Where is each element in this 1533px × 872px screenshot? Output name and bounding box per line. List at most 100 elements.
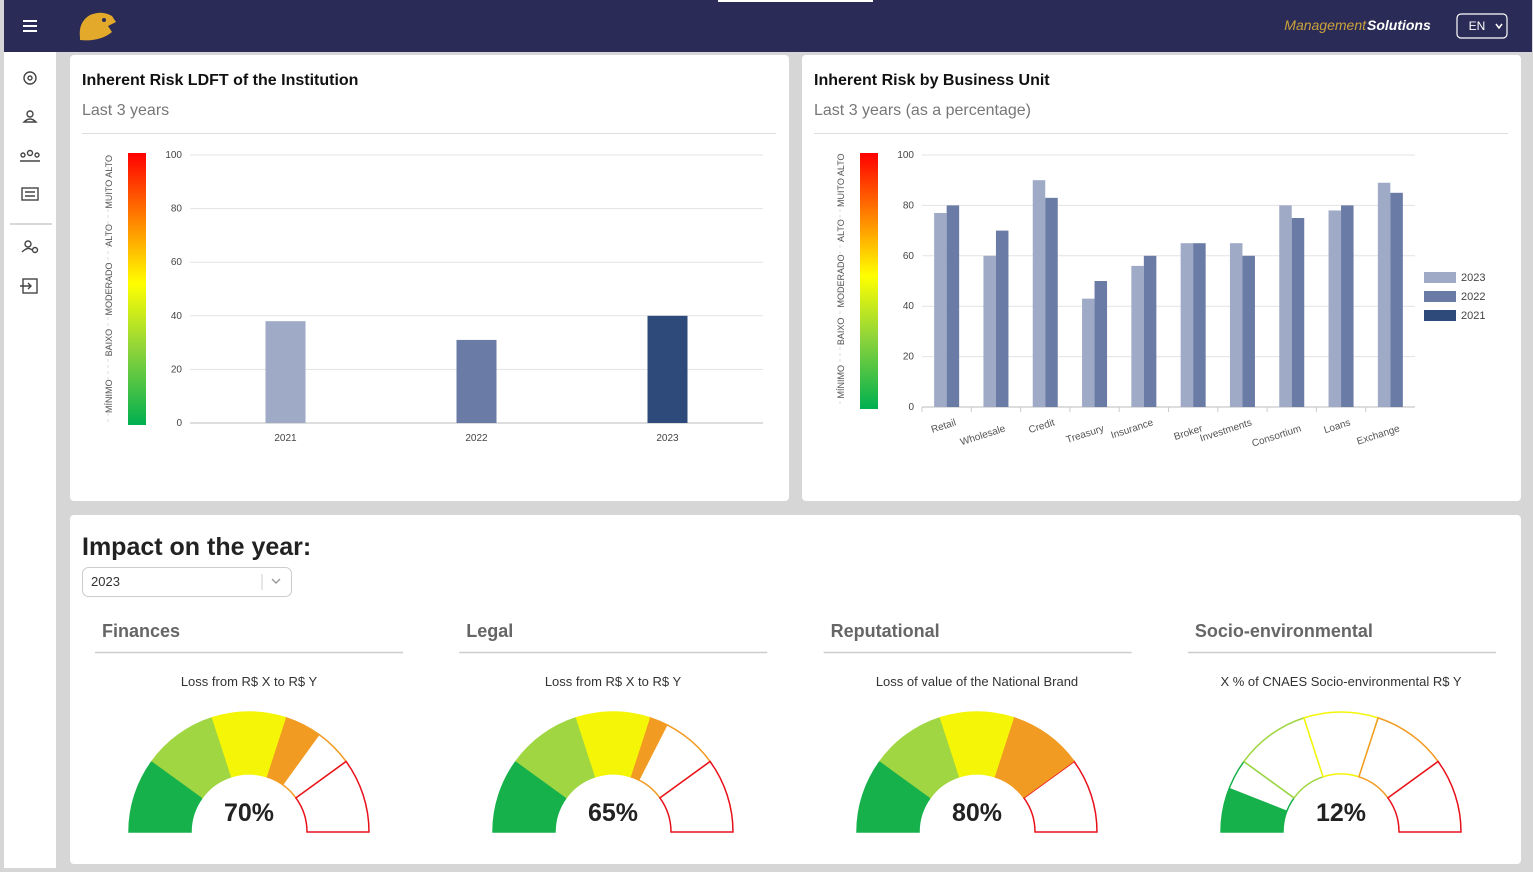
gauge-fill-segment — [211, 712, 287, 777]
gauge-fill-segment — [493, 761, 567, 832]
panel — [70, 515, 1521, 864]
risk-level: MODERADO — [836, 254, 846, 307]
risk-level: MUITO ALTO — [104, 155, 114, 209]
sidebar — [4, 52, 56, 868]
risk-level: ALTO — [836, 219, 846, 242]
bar — [1193, 243, 1206, 407]
gauge-value: 80% — [952, 799, 1002, 827]
gauge-title: Reputational — [831, 621, 940, 641]
gauge-value: 12% — [1316, 799, 1366, 827]
bar — [1045, 197, 1058, 407]
risk-level: BAIXO — [836, 318, 846, 346]
bar — [1242, 255, 1255, 407]
legend-label: 2022 — [1461, 291, 1485, 303]
gauge-fill — [857, 712, 1075, 832]
tab-indicator — [718, 0, 873, 2]
gauge-fill-segment — [515, 717, 596, 798]
y-tick-label: 0 — [176, 418, 182, 429]
bar — [456, 339, 497, 423]
section-title: Impact on the year: — [82, 533, 311, 561]
bar — [1341, 205, 1354, 407]
bar — [995, 230, 1009, 407]
bar — [1279, 205, 1292, 407]
x-tick-label: 2022 — [465, 433, 488, 444]
gauge-subtitle: X % of CNAES Socio-environmental R$ Y — [1220, 674, 1461, 689]
bar — [647, 315, 688, 423]
gauge-fill-segment — [879, 717, 960, 798]
y-tick-label: 20 — [903, 352, 915, 363]
year-value: 2023 — [91, 574, 120, 589]
panel — [70, 55, 789, 501]
year-select[interactable]: 2023 — [82, 567, 292, 597]
language-select[interactable]: EN — [1456, 13, 1508, 39]
risk-scale — [128, 153, 146, 425]
bar — [1328, 210, 1342, 407]
gauge-band — [1386, 760, 1462, 833]
bar — [1094, 281, 1108, 407]
gauge-title: Socio-environmental — [1195, 621, 1373, 641]
chart-subtitle: Last 3 years (as a percentage) — [814, 102, 1031, 119]
top-bar — [4, 0, 1532, 52]
gauge-fill-segment — [857, 761, 931, 832]
logo[interactable] — [79, 12, 116, 41]
bar — [1291, 218, 1305, 407]
x-tick-label: 2021 — [274, 433, 297, 444]
risk-level: MÍNIMO — [104, 379, 114, 413]
risk-scale — [860, 153, 878, 409]
gauge-title: Finances — [102, 621, 180, 641]
chart-title: Inherent Risk LDFT of the Institution — [82, 72, 358, 89]
bar — [934, 212, 947, 407]
gauge-subtitle: Loss from R$ X to R$ Y — [545, 674, 682, 689]
risk-level: ALTO — [104, 224, 114, 247]
gauge-subtitle: Loss from R$ X to R$ Y — [181, 674, 318, 689]
bar — [1143, 255, 1157, 407]
risk-level: MUITO ALTO — [836, 153, 846, 207]
gauge-value: 70% — [224, 799, 274, 827]
gauge-value: 65% — [588, 799, 638, 827]
language: EN — [1469, 19, 1486, 33]
gauge-fill-segment — [129, 761, 203, 832]
y-tick-label: 100 — [165, 150, 182, 161]
gauge-title: Legal — [466, 621, 513, 641]
brand-bold: Solutions — [1367, 17, 1431, 33]
gauge-band — [294, 760, 370, 833]
gauge-subtitle: Loss of value of the National Brand — [876, 674, 1078, 689]
nav-group[interactable] — [20, 149, 40, 162]
y-tick-label: 20 — [171, 364, 183, 375]
nav-list[interactable] — [21, 187, 39, 201]
gauge-fill-segment — [994, 717, 1075, 798]
legend-swatch — [1424, 291, 1456, 302]
nav-user[interactable] — [22, 110, 38, 123]
gauge-fill-segment — [630, 717, 668, 781]
risk-level: MÍNIMO — [836, 365, 846, 399]
x-tick-label: 2023 — [656, 433, 679, 444]
nav-logout[interactable] — [20, 278, 38, 294]
gauge-band — [1022, 760, 1098, 833]
chart-title: Inherent Risk by Business Unit — [814, 72, 1050, 89]
bar — [265, 321, 306, 423]
bar — [1377, 182, 1391, 407]
y-tick-label: 60 — [171, 257, 183, 268]
y-tick-label: 40 — [903, 301, 915, 312]
bar — [1131, 265, 1144, 407]
bar — [1390, 192, 1403, 407]
gauge-fill — [493, 712, 668, 832]
risk-level: BAIXO — [104, 329, 114, 357]
bar — [983, 255, 996, 407]
nav-target[interactable] — [23, 71, 37, 85]
brand-light: Management — [1284, 17, 1367, 33]
gauge-fill — [1221, 787, 1288, 832]
menu-button[interactable] — [23, 20, 37, 32]
legend-label: 2023 — [1461, 272, 1485, 284]
chart-subtitle: Last 3 years — [82, 102, 169, 119]
nav-settings[interactable] — [21, 240, 39, 254]
bar — [1229, 243, 1243, 407]
y-tick-label: 100 — [897, 150, 914, 161]
gauge-fill-segment — [151, 717, 232, 798]
y-tick-label: 80 — [171, 204, 183, 215]
panel — [802, 55, 1521, 501]
bar — [1032, 180, 1046, 407]
gauge-fill-segment — [1221, 787, 1288, 832]
